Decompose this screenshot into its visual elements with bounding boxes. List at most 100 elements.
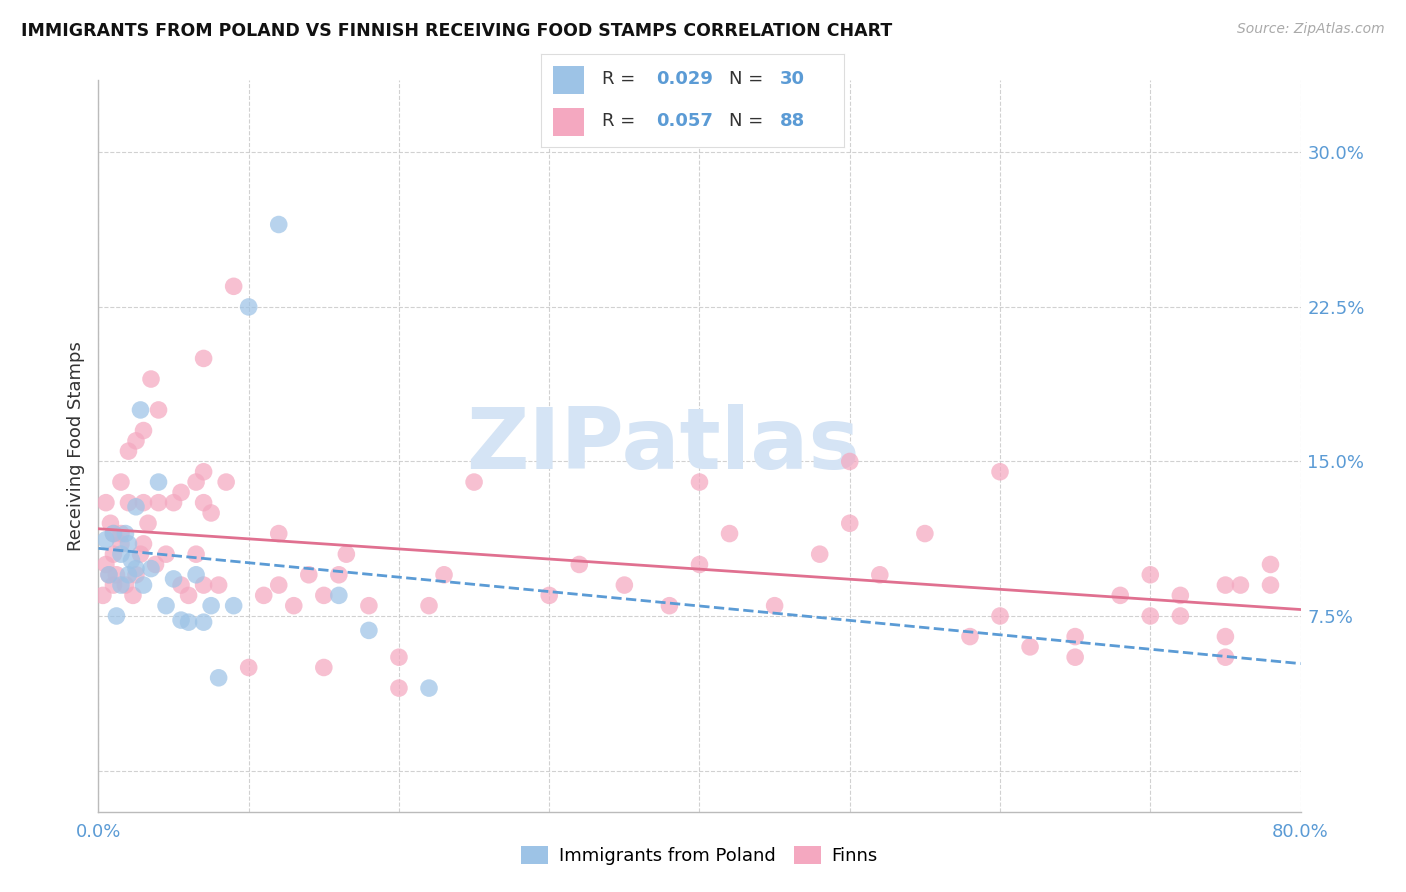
- Point: [114, 526, 136, 541]
- Point: [162, 496, 184, 510]
- Point: [1139, 567, 1161, 582]
- Point: [1170, 609, 1192, 624]
- Point: [1215, 578, 1237, 592]
- Point: [110, 578, 132, 592]
- Point: [988, 465, 1011, 479]
- Point: [184, 475, 207, 489]
- Point: [1260, 558, 1282, 572]
- Point: [129, 547, 152, 561]
- Point: [117, 496, 139, 510]
- Point: [103, 578, 125, 592]
- Point: [1260, 578, 1282, 592]
- Point: [97, 567, 120, 582]
- Point: [122, 588, 145, 602]
- Point: [613, 578, 636, 592]
- Point: [267, 526, 290, 541]
- Point: [117, 444, 139, 458]
- Point: [162, 572, 184, 586]
- Point: [125, 561, 148, 575]
- Text: R =: R =: [602, 70, 641, 88]
- Point: [94, 558, 117, 572]
- Point: [193, 465, 215, 479]
- Point: [125, 567, 148, 582]
- Text: 0.057: 0.057: [657, 112, 713, 130]
- Point: [184, 567, 207, 582]
- Point: [200, 506, 222, 520]
- Point: [193, 351, 215, 366]
- Point: [114, 578, 136, 592]
- Point: [838, 516, 860, 531]
- Point: [193, 615, 215, 629]
- Point: [312, 660, 335, 674]
- Point: [1064, 630, 1087, 644]
- Point: [121, 553, 143, 567]
- Point: [418, 599, 440, 613]
- Point: [110, 547, 132, 561]
- Point: [1019, 640, 1042, 654]
- Point: [1064, 650, 1087, 665]
- Point: [103, 526, 125, 541]
- Point: [568, 558, 591, 572]
- Point: [283, 599, 305, 613]
- Point: [132, 424, 155, 438]
- Point: [1170, 588, 1192, 602]
- Point: [139, 372, 162, 386]
- Point: [215, 475, 238, 489]
- Point: [184, 547, 207, 561]
- Text: N =: N =: [728, 112, 769, 130]
- Point: [132, 496, 155, 510]
- Text: 88: 88: [780, 112, 806, 130]
- Legend: Immigrants from Poland, Finns: Immigrants from Poland, Finns: [513, 838, 886, 872]
- Text: ZIPatlas: ZIPatlas: [467, 404, 860, 488]
- Point: [97, 567, 120, 582]
- Point: [200, 599, 222, 613]
- Point: [170, 485, 193, 500]
- Point: [328, 588, 350, 602]
- FancyBboxPatch shape: [554, 66, 583, 94]
- Text: 0.029: 0.029: [657, 70, 713, 88]
- Point: [94, 496, 117, 510]
- Point: [105, 609, 128, 624]
- Point: [193, 578, 215, 592]
- Point: [463, 475, 485, 489]
- Text: IMMIGRANTS FROM POLAND VS FINNISH RECEIVING FOOD STAMPS CORRELATION CHART: IMMIGRANTS FROM POLAND VS FINNISH RECEIV…: [21, 22, 893, 40]
- Point: [155, 599, 177, 613]
- Point: [170, 613, 193, 627]
- Point: [433, 567, 456, 582]
- Text: N =: N =: [728, 70, 769, 88]
- Point: [914, 526, 936, 541]
- Point: [110, 537, 132, 551]
- Point: [357, 624, 380, 638]
- Text: 30: 30: [780, 70, 806, 88]
- Point: [838, 454, 860, 468]
- Point: [103, 547, 125, 561]
- Point: [170, 578, 193, 592]
- Y-axis label: Receiving Food Stamps: Receiving Food Stamps: [66, 341, 84, 551]
- Point: [125, 434, 148, 448]
- Point: [148, 496, 170, 510]
- Text: Source: ZipAtlas.com: Source: ZipAtlas.com: [1237, 22, 1385, 37]
- FancyBboxPatch shape: [554, 108, 583, 136]
- Point: [538, 588, 561, 602]
- Point: [110, 475, 132, 489]
- Point: [267, 578, 290, 592]
- Point: [959, 630, 981, 644]
- Point: [988, 609, 1011, 624]
- Text: R =: R =: [602, 112, 641, 130]
- Point: [658, 599, 681, 613]
- Point: [91, 588, 114, 602]
- Point: [298, 567, 321, 582]
- Point: [357, 599, 380, 613]
- Point: [689, 558, 711, 572]
- Point: [193, 496, 215, 510]
- Point: [125, 500, 148, 514]
- Point: [267, 218, 290, 232]
- Point: [238, 660, 260, 674]
- Point: [105, 567, 128, 582]
- Point: [1215, 630, 1237, 644]
- Point: [312, 588, 335, 602]
- Point: [1139, 609, 1161, 624]
- Point: [808, 547, 831, 561]
- Point: [117, 537, 139, 551]
- Point: [1215, 650, 1237, 665]
